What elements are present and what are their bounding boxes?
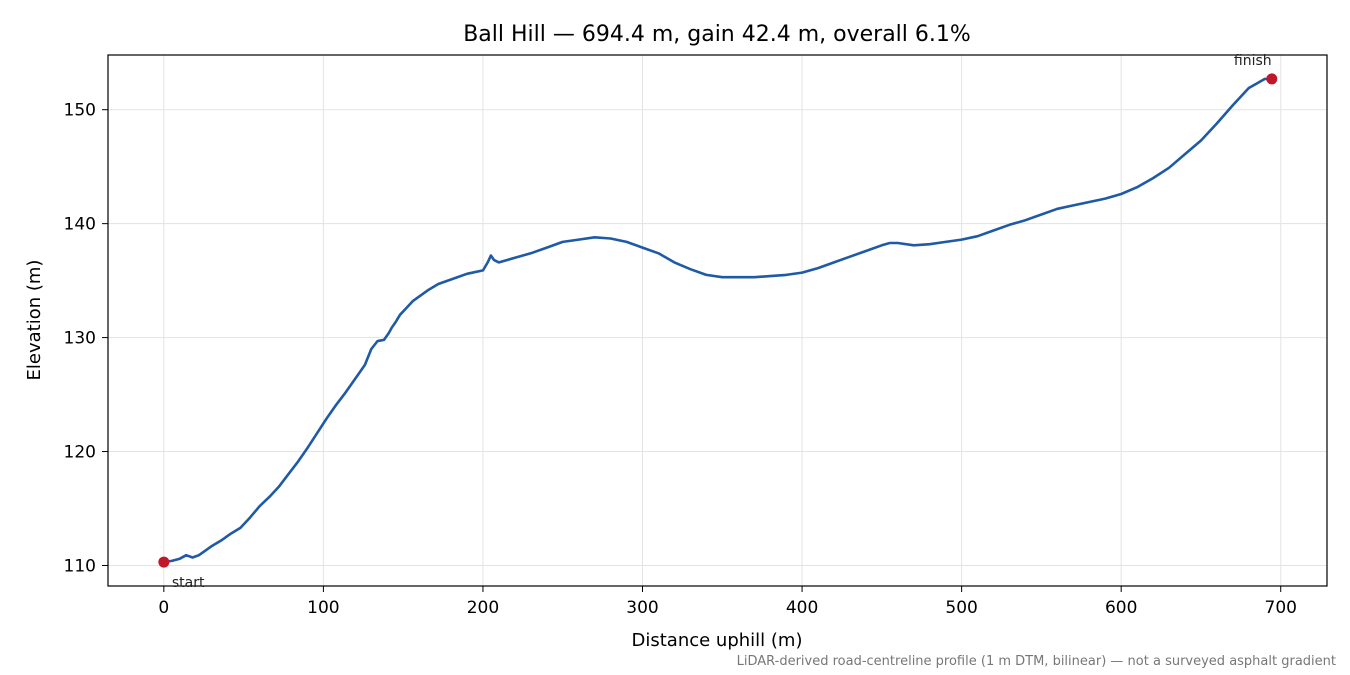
y-tick-label: 150 [64, 101, 96, 121]
start-label: start [172, 575, 205, 591]
y-tick-label: 120 [64, 443, 96, 463]
x-tick-label: 100 [307, 598, 339, 618]
x-tick-label: 400 [786, 598, 818, 618]
x-tick-label: 0 [158, 598, 169, 618]
chart-footnote: LiDAR-derived road-centreline profile (1… [737, 654, 1336, 669]
finish-marker [1266, 73, 1278, 85]
finish-label: finish [1234, 53, 1272, 69]
endpoint-markers: start finish [158, 53, 1278, 591]
x-tick-label: 300 [626, 598, 658, 618]
elevation-profile-line [162, 77, 1274, 564]
y-axis-label: Elevation (m) [24, 260, 45, 381]
y-tick-label: 140 [64, 215, 96, 235]
grid-lines [108, 55, 1327, 586]
y-tick-label: 130 [64, 329, 96, 349]
plot-frame [107, 54, 1328, 587]
x-axis-label: Distance uphill (m) [632, 630, 803, 651]
y-tick-label: 110 [64, 556, 96, 576]
start-marker [158, 556, 170, 568]
x-tick-label: 700 [1265, 598, 1297, 618]
x-tick-label: 200 [467, 598, 499, 618]
x-tick-label: 500 [945, 598, 977, 618]
chart-title: Ball Hill — 694.4 m, gain 42.4 m, overal… [463, 22, 971, 47]
x-tick-label: 600 [1105, 598, 1137, 618]
axis-ticks: 0 100 200 300 400 500 600 700 110 120 130 140 150 [64, 101, 1297, 618]
